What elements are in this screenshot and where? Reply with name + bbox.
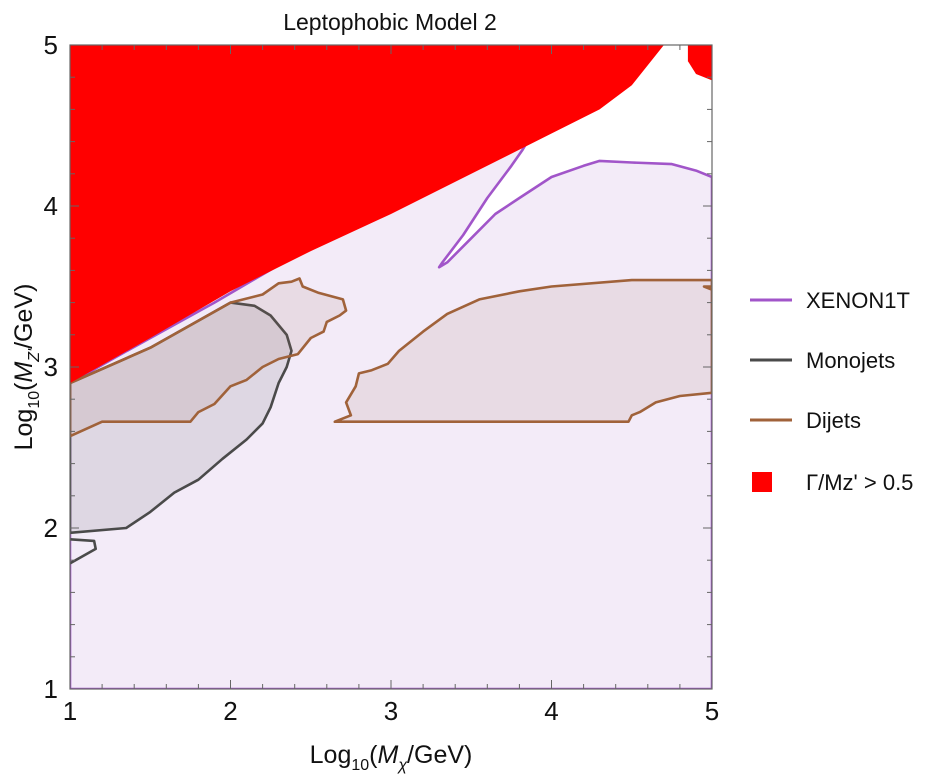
x-axis-label-part: χ — [396, 757, 407, 774]
legend: XENON1T Monojets Dijets Γ/Mz' > 0.5 — [750, 288, 913, 495]
y-axis-label-part: Log — [10, 409, 38, 451]
y-axis-label-part: Z' — [26, 348, 43, 363]
x-axis-label-part: M — [377, 741, 398, 769]
y-axis-label-part: 10 — [26, 391, 43, 409]
chart-title: Leptophobic Model 2 — [283, 9, 497, 35]
legend-item: XENON1T — [750, 288, 910, 313]
y-tick-label: 3 — [44, 352, 58, 382]
legend-item: Monojets — [750, 348, 895, 373]
width-ratio-region — [70, 45, 664, 384]
legend-item: Γ/Mz' > 0.5 — [752, 470, 913, 495]
y-axis-label-part: M — [10, 362, 38, 383]
y-axis-label-part: /GeV) — [10, 284, 38, 349]
y-tick-label: 2 — [44, 513, 58, 543]
legend-label: Dijets — [806, 408, 861, 433]
legend-label: XENON1T — [806, 288, 910, 313]
plot-area — [70, 45, 712, 689]
x-tick-label: 3 — [384, 696, 398, 726]
y-tick-label: 5 — [44, 30, 58, 60]
monojets-region-part-1 — [70, 538, 97, 565]
x-axis-label: Log10(Mχ/GeV) — [310, 741, 473, 774]
legend-swatch — [752, 472, 772, 492]
legend-label: Γ/Mz' > 0.5 — [806, 470, 913, 495]
plot-regions — [70, 45, 712, 689]
x-axis-label-part: /GeV) — [407, 741, 472, 769]
x-tick-label: 1 — [63, 696, 77, 726]
x-axis-label-part: 10 — [351, 757, 369, 774]
y-axis-label: Log10(MZ'/GeV) — [10, 284, 43, 451]
legend-label: Monojets — [806, 348, 895, 373]
y-axis-label-part: ( — [10, 382, 38, 391]
x-tick-label: 4 — [544, 696, 558, 726]
x-axis-label-part: ( — [369, 741, 378, 769]
y-tick-label: 4 — [44, 191, 58, 221]
x-tick-label: 2 — [223, 696, 237, 726]
legend-item: Dijets — [750, 408, 861, 433]
dijets-region — [70, 277, 348, 438]
y-tick-label: 1 — [44, 674, 58, 704]
dijets-region-part-1 — [333, 278, 712, 423]
x-tick-label: 5 — [705, 696, 719, 726]
width-ratio-region-part-1 — [687, 45, 712, 81]
x-axis-label-part: Log — [310, 741, 352, 769]
